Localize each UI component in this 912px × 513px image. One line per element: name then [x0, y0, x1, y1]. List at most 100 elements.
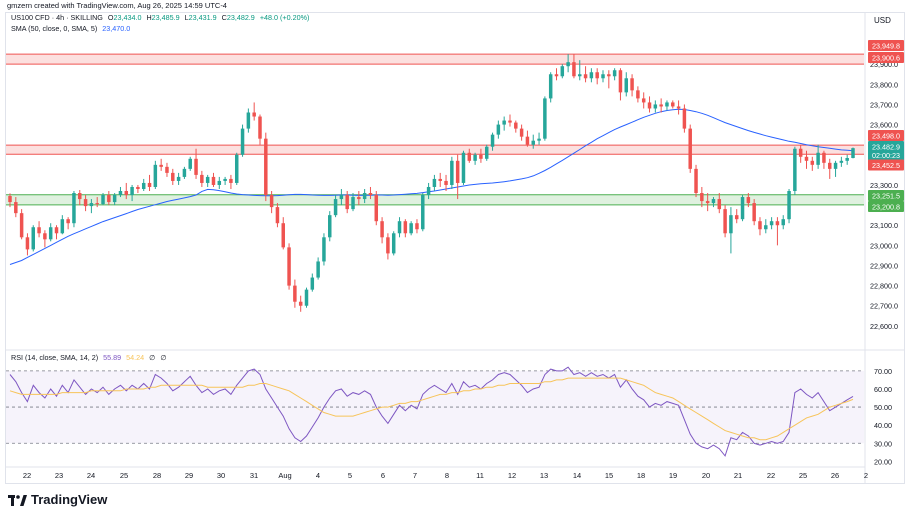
time-tick-label: 7	[413, 471, 417, 480]
candle-body	[647, 102, 652, 109]
time-tick-label: 18	[637, 471, 645, 480]
candle-body	[734, 215, 739, 220]
time-tick-label: 24	[87, 471, 95, 480]
candle-body	[182, 168, 187, 177]
time-tick-label: 22	[767, 471, 775, 480]
candle-body	[351, 197, 355, 210]
candle-body	[374, 195, 379, 222]
candle-body	[211, 176, 216, 185]
candle-body	[653, 104, 658, 109]
candle-body	[694, 168, 698, 194]
ohlc-open-label: O	[107, 13, 114, 22]
zone-red-1	[6, 145, 864, 155]
rsi-tick-label: 20.00	[874, 457, 892, 466]
candle-body	[37, 227, 41, 234]
candle-body	[595, 72, 599, 79]
time-tick-label: 29	[185, 471, 193, 480]
candles-layer	[8, 54, 855, 312]
candle-body	[717, 199, 722, 210]
candle-body	[845, 157, 849, 161]
candle-body	[676, 106, 681, 109]
candle-body	[310, 277, 315, 290]
price-tick-label: 23,000.0	[870, 241, 898, 250]
price-tick-label: 22,600.0	[870, 322, 898, 331]
time-tick-label: 2	[864, 471, 868, 480]
candle-body	[368, 193, 373, 196]
candle-body	[153, 164, 158, 187]
candle-body	[357, 197, 361, 200]
candle-body	[304, 289, 309, 306]
candle-body	[804, 156, 809, 161]
time-axis: 22 23 24 25 28 29 30 31 Aug 4 5 6 7 8 11 12 13 14 15 18 19 20…	[23, 471, 868, 480]
price-label-text: 02:00:23	[872, 151, 900, 160]
candle-body	[752, 203, 756, 222]
zone-red-0	[6, 54, 864, 65]
candle-body	[473, 154, 477, 161]
candle-body	[671, 102, 675, 107]
candle-body	[607, 74, 611, 77]
candle-body	[601, 74, 605, 79]
sma-legend[interactable]: SMA (50, close, 0, SMA, 5) 23,470.0	[11, 24, 133, 33]
candle-body	[72, 193, 76, 224]
candle-body	[705, 201, 710, 204]
candle-body	[60, 219, 65, 234]
ohlc-change: +48.0 (+0.20%)	[259, 13, 310, 22]
sma-line	[9, 108, 854, 265]
candle-body	[455, 160, 460, 183]
candle-body	[281, 223, 285, 248]
candle-body	[711, 199, 716, 204]
candle-body	[798, 148, 803, 157]
candle-body	[386, 237, 390, 254]
candle-body	[362, 193, 367, 200]
sma-label: SMA (50, close, 0, SMA, 5)	[11, 24, 98, 33]
ohlc-low-label: L	[184, 13, 189, 22]
rsi-legend[interactable]: RSI (14, close, SMA, 14, 2) 55.89 54.24 …	[11, 353, 170, 362]
time-tick-label: 30	[217, 471, 225, 480]
time-tick-label: 11	[476, 471, 484, 480]
price-tick-label: 23,900.0	[870, 60, 898, 69]
ohlc-close-label: C	[221, 13, 227, 22]
price-label-text: 23,452.5	[872, 161, 900, 170]
candle-body	[287, 247, 291, 286]
candle-body	[14, 202, 18, 214]
time-tick-label: 8	[445, 471, 449, 480]
candle-body	[176, 176, 181, 181]
candle-body	[8, 196, 12, 203]
price-label-text: 23,200.8	[872, 203, 900, 212]
axis-unit: USD	[874, 16, 891, 25]
rsi-label: RSI (14, close, SMA, 14, 2)	[11, 353, 99, 362]
candle-body	[415, 223, 419, 230]
candle-body	[328, 215, 332, 238]
candle-body	[833, 162, 838, 169]
candle-body	[78, 193, 82, 200]
price-tick-label: 23,100.0	[870, 221, 898, 230]
candle-body	[467, 152, 472, 161]
candle-body	[147, 182, 152, 187]
candle-body	[531, 140, 535, 145]
candle-body	[124, 191, 129, 196]
candle-body	[583, 74, 588, 79]
price-label-text: 23,949.8	[872, 42, 900, 51]
rsi-sma-value: 54.24	[126, 353, 145, 362]
time-tick-label: 13	[540, 471, 548, 480]
candle-body	[229, 178, 233, 183]
time-tick-label: 22	[23, 471, 31, 480]
candle-body	[258, 116, 262, 139]
candle-body	[246, 112, 251, 129]
candle-body	[554, 74, 559, 77]
candle-body	[83, 199, 88, 207]
symbol-legend[interactable]: US100 CFD · 4h · SKILLING O23,434.0 H23,…	[11, 13, 312, 22]
price-tick-label: 22,700.0	[870, 302, 898, 311]
rsi-extra-2: ∅	[160, 353, 167, 362]
candle-body	[339, 195, 344, 200]
time-tick-label: 23	[55, 471, 63, 480]
candle-body	[851, 148, 855, 158]
candle-body	[432, 178, 437, 187]
rsi-value: 55.89	[103, 353, 122, 362]
candle-body	[118, 191, 123, 196]
candle-body	[426, 186, 431, 196]
candle-body	[572, 62, 576, 77]
price-label-box	[868, 149, 904, 161]
candle-body	[525, 136, 530, 145]
